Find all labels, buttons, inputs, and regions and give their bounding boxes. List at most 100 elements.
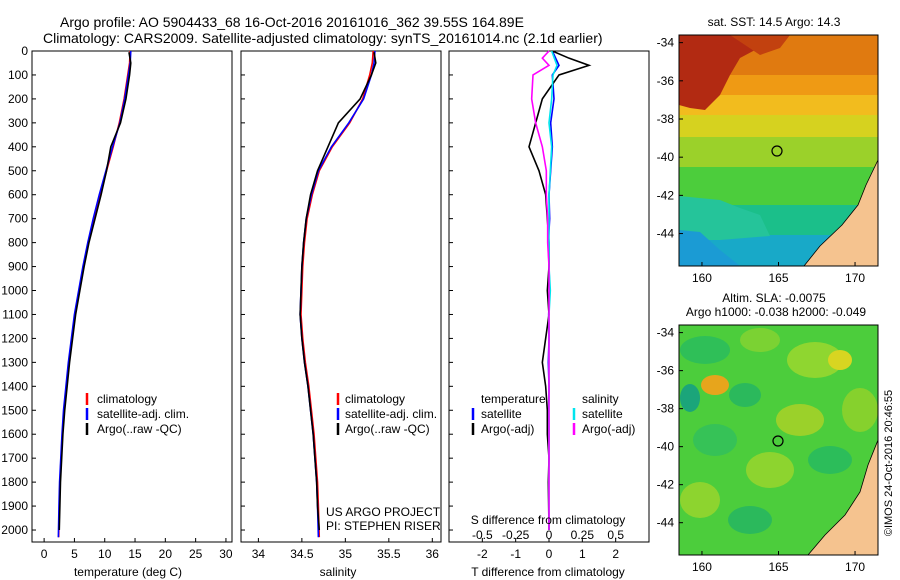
difference-series bbox=[528, 50, 592, 531]
x-tick-label-top: -0.25 bbox=[502, 528, 530, 542]
map-y-tick-label: -40 bbox=[657, 440, 675, 454]
salinity-legend-climatology: climatology bbox=[345, 392, 405, 406]
temperature-panel-frame bbox=[31, 50, 233, 543]
salinity-xlabel: salinity bbox=[320, 565, 357, 579]
temperature-legend-argo: Argo(..raw -QC) bbox=[97, 422, 182, 436]
map-y-tick-label: -42 bbox=[657, 478, 675, 492]
x-tick-label: 10 bbox=[98, 547, 112, 561]
depth-tick-label: 900 bbox=[8, 260, 28, 274]
x-tick-label: 1 bbox=[579, 547, 586, 561]
salinity-series bbox=[299, 50, 377, 538]
diff-series-line-3 bbox=[530, 50, 551, 531]
map-x-tick-label: 160 bbox=[692, 271, 712, 285]
sla-map-axis-ticks: 160 165 170 -34 -36 -38 -40 -42 -44 bbox=[657, 326, 866, 574]
depth-tick-label: 1100 bbox=[2, 307, 28, 321]
depth-tick-label: 1000 bbox=[1, 284, 28, 298]
sla-map-title2: Argo h1000: -0.038 h2000: -0.049 bbox=[686, 305, 866, 319]
x-tick-label: -2 bbox=[477, 547, 488, 561]
map-x-tick-label: 170 bbox=[845, 560, 865, 574]
sla-map-title1: Altim. SLA: -0.0075 bbox=[722, 291, 826, 305]
map-y-tick-label: -40 bbox=[657, 150, 675, 164]
diff-legend-header-temperature: temperature bbox=[481, 392, 546, 406]
map-y-tick-label: -44 bbox=[657, 227, 675, 241]
series-line-2 bbox=[299, 52, 377, 531]
difference-xlabel-top: S difference from climatology bbox=[471, 513, 626, 527]
difference-legend: temperature salinity satellite Argo(-adj… bbox=[471, 392, 635, 436]
depth-tick-label: 200 bbox=[8, 92, 28, 106]
x-tick-label: 2 bbox=[612, 547, 619, 561]
header-line1: Argo profile: AO 5904433_68 16-Oct-2016 … bbox=[60, 14, 524, 30]
difference-xlabel: T difference from climatology bbox=[471, 565, 625, 579]
x-tick-label: -1 bbox=[510, 547, 521, 561]
sla-map-image bbox=[679, 325, 878, 555]
x-tick-label: 35.5 bbox=[377, 547, 401, 561]
depth-tick-label: 1500 bbox=[1, 403, 28, 417]
salinity-axis-ticks: 34 34.5 35 35.5 36 bbox=[252, 538, 440, 561]
salinity-legend-argo: Argo(..raw -QC) bbox=[345, 422, 430, 436]
depth-tick-label: 100 bbox=[8, 68, 28, 82]
x-tick-label-top: 0.5 bbox=[607, 528, 624, 542]
diff-legend-sal-satellite: satellite bbox=[582, 407, 623, 421]
map-x-tick-label: 160 bbox=[692, 560, 712, 574]
sst-map-image bbox=[679, 35, 878, 266]
x-tick-label: 34 bbox=[252, 547, 266, 561]
x-tick-label-top: 0.25 bbox=[571, 528, 595, 542]
temperature-legend-climatology: climatology bbox=[97, 392, 157, 406]
series-line-1 bbox=[57, 50, 132, 538]
depth-tick-label: 800 bbox=[8, 236, 28, 250]
temperature-legend-satellite: satellite-adj. clim. bbox=[97, 407, 189, 421]
map-y-tick-label: -38 bbox=[657, 112, 675, 126]
salinity-legend: climatology satellite-adj. clim. Argo(..… bbox=[336, 392, 437, 436]
map-y-tick-label: -34 bbox=[657, 36, 675, 50]
map-y-tick-label: -36 bbox=[657, 74, 675, 88]
x-tick-label: 35 bbox=[339, 547, 353, 561]
credit-text: ©IMOS 24-Oct-2016 20:46:55 bbox=[883, 390, 895, 536]
x-tick-label-top: 0 bbox=[546, 528, 553, 542]
depth-tick-label: 500 bbox=[8, 164, 28, 178]
map-x-tick-label: 170 bbox=[845, 271, 865, 285]
temperature-legend: climatology satellite-adj. clim. Argo(..… bbox=[85, 392, 189, 436]
sst-map-axis-ticks: 160 165 170 -34 -36 -38 -40 -42 -44 bbox=[657, 36, 866, 285]
sst-map-title: sat. SST: 14.5 Argo: 14.3 bbox=[708, 15, 841, 29]
header-line2: Climatology: CARS2009. Satellite-adjuste… bbox=[43, 30, 603, 46]
map-y-tick-label: -44 bbox=[657, 516, 675, 530]
depth-tick-label: 400 bbox=[8, 140, 28, 154]
x-tick-label: 36 bbox=[426, 547, 440, 561]
depth-tick-label: 700 bbox=[8, 212, 28, 226]
diff-legend-sal-argo: Argo(-adj) bbox=[582, 422, 635, 436]
diff-legend-temp-argo: Argo(-adj) bbox=[481, 422, 534, 436]
temperature-series bbox=[57, 50, 132, 538]
project-line1: US ARGO PROJECT bbox=[326, 505, 441, 519]
map-x-tick-label: 165 bbox=[768, 560, 788, 574]
x-tick-label: 30 bbox=[219, 547, 233, 561]
diff-legend-temp-satellite: satellite bbox=[481, 407, 522, 421]
salinity-panel-frame bbox=[240, 50, 442, 543]
x-tick-label: 0 bbox=[546, 547, 553, 561]
x-tick-label: 20 bbox=[159, 547, 173, 561]
depth-tick-label: 300 bbox=[8, 116, 28, 130]
project-line2: PI: STEPHEN RISER bbox=[326, 519, 441, 533]
x-tick-label: 34.5 bbox=[290, 547, 314, 561]
salinity-legend-satellite: satellite-adj. clim. bbox=[345, 407, 437, 421]
x-tick-label: 15 bbox=[128, 547, 142, 561]
x-tick-label-top: -0.5 bbox=[472, 528, 493, 542]
series-line-2 bbox=[58, 52, 132, 531]
diff-legend-header-salinity: salinity bbox=[582, 392, 619, 406]
diff-series-line-1 bbox=[528, 50, 592, 531]
temperature-axis-ticks: 0 5 10 15 20 25 30 bbox=[41, 538, 233, 561]
map-x-tick-label: 165 bbox=[768, 271, 788, 285]
map-y-tick-label: -34 bbox=[657, 326, 675, 340]
x-tick-label: 25 bbox=[189, 547, 203, 561]
depth-tick-label: 1400 bbox=[1, 379, 28, 393]
depth-tick-label: 0 bbox=[21, 44, 28, 58]
depth-tick-label: 600 bbox=[8, 188, 28, 202]
depth-tick-label: 1800 bbox=[1, 475, 28, 489]
temperature-xlabel: temperature (deg C) bbox=[74, 565, 182, 579]
depth-tick-label: 1900 bbox=[1, 499, 28, 513]
x-tick-label: 5 bbox=[71, 547, 78, 561]
depth-tick-label: 1200 bbox=[1, 331, 28, 345]
depth-tick-label: 1700 bbox=[1, 451, 28, 465]
depth-tick-label: 2000 bbox=[1, 523, 28, 537]
depth-axis-ticks: 0 100 200 300 400 500 600 700 800 900 1000 1100 1200… bbox=[1, 44, 453, 537]
